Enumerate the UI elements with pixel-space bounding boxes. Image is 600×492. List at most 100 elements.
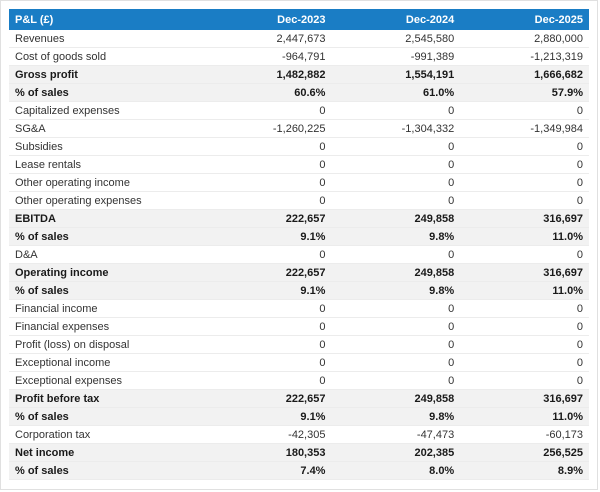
table-row: Operating income 222,657 249,858 316,697 <box>9 263 589 282</box>
pnl-table: P&L (£) Dec-2023 Dec-2024 Dec-2025 Reven… <box>9 9 589 480</box>
table-row: D&A 0 0 0 <box>9 245 589 264</box>
row-value: 57.9% <box>460 83 589 102</box>
table-row: Gross profit 1,482,882 1,554,191 1,666,682 <box>9 65 589 84</box>
row-value: 0 <box>202 371 332 390</box>
row-value: 316,697 <box>460 209 589 228</box>
table-body: Revenues 2,447,673 2,545,580 2,880,000 Cost … <box>9 30 589 480</box>
row-value: 0 <box>202 335 332 354</box>
row-value: 249,858 <box>331 209 461 228</box>
column-header-dec-2023: Dec-2023 <box>202 9 332 30</box>
row-value: -47,473 <box>331 425 461 444</box>
table-row: Financial income 0 0 0 <box>9 299 589 318</box>
table-row: Other operating expenses 0 0 0 <box>9 191 589 210</box>
row-label: Other operating income <box>9 173 203 192</box>
row-value: 7.4% <box>202 461 332 480</box>
row-value: 1,666,682 <box>460 65 589 84</box>
row-label: Financial income <box>9 299 203 318</box>
table-row: % of sales 7.4% 8.0% 8.9% <box>9 461 589 480</box>
row-value: 0 <box>202 317 332 336</box>
row-value: 222,657 <box>202 389 332 408</box>
row-value: -1,260,225 <box>202 119 332 138</box>
row-value: 0 <box>460 335 589 354</box>
row-label: Revenues <box>9 30 203 48</box>
row-value: 9.8% <box>331 407 461 426</box>
row-label: Exceptional income <box>9 353 203 372</box>
table-row: Profit before tax 222,657 249,858 316,697 <box>9 389 589 408</box>
table-row: % of sales 60.6% 61.0% 57.9% <box>9 83 589 102</box>
row-value: 316,697 <box>460 389 589 408</box>
table-row: Exceptional income 0 0 0 <box>9 353 589 372</box>
table-row: Cost of goods sold -964,791 -991,389 -1,213… <box>9 47 589 66</box>
row-value: 9.1% <box>202 281 332 300</box>
table-row: Profit (loss) on disposal 0 0 0 <box>9 335 589 354</box>
row-label: Gross profit <box>9 65 203 84</box>
row-label: % of sales <box>9 227 203 246</box>
row-value: -1,304,332 <box>331 119 461 138</box>
row-value: 8.0% <box>331 461 461 480</box>
row-value: 0 <box>460 245 589 264</box>
row-value: 0 <box>460 371 589 390</box>
row-value: 222,657 <box>202 263 332 282</box>
row-value: 8.9% <box>460 461 589 480</box>
column-header-dec-2024: Dec-2024 <box>331 9 461 30</box>
table-row: Net income 180,353 202,385 256,525 <box>9 443 589 462</box>
row-value: -60,173 <box>460 425 589 444</box>
row-value: 249,858 <box>331 263 461 282</box>
row-value: 0 <box>202 173 332 192</box>
table-row: Subsidies 0 0 0 <box>9 137 589 156</box>
row-value: 60.6% <box>202 83 332 102</box>
row-value: -964,791 <box>202 47 332 66</box>
row-value: 180,353 <box>202 443 332 462</box>
row-label: SG&A <box>9 119 203 138</box>
row-value: 0 <box>331 155 461 174</box>
row-value: 11.0% <box>460 407 589 426</box>
row-value: 0 <box>331 353 461 372</box>
row-value: 61.0% <box>331 83 461 102</box>
row-label: % of sales <box>9 281 203 300</box>
row-value: 0 <box>202 155 332 174</box>
row-value: 0 <box>331 173 461 192</box>
row-value: 202,385 <box>331 443 461 462</box>
row-value: 256,525 <box>460 443 589 462</box>
row-value: 11.0% <box>460 281 589 300</box>
row-value: -1,349,984 <box>460 119 589 138</box>
row-value: 0 <box>460 155 589 174</box>
row-value: 0 <box>331 101 461 120</box>
row-label: Financial expenses <box>9 317 203 336</box>
table-row: Financial expenses 0 0 0 <box>9 317 589 336</box>
row-value: 0 <box>460 101 589 120</box>
table-row: % of sales 9.1% 9.8% 11.0% <box>9 281 589 300</box>
row-value: 0 <box>202 299 332 318</box>
row-value: 0 <box>460 317 589 336</box>
row-value: 0 <box>202 137 332 156</box>
row-label: Operating income <box>9 263 203 282</box>
row-value: 2,880,000 <box>460 30 589 48</box>
row-value: 11.0% <box>460 227 589 246</box>
row-label: % of sales <box>9 461 203 480</box>
table-row: EBITDA 222,657 249,858 316,697 <box>9 209 589 228</box>
row-value: 0 <box>331 371 461 390</box>
row-value: 0 <box>202 101 332 120</box>
table-row: SG&A -1,260,225 -1,304,332 -1,349,984 <box>9 119 589 138</box>
row-label: % of sales <box>9 407 203 426</box>
row-value: 0 <box>331 137 461 156</box>
table-title: P&L (£) <box>9 9 203 30</box>
row-label: D&A <box>9 245 203 264</box>
row-value: 9.1% <box>202 407 332 426</box>
row-value: 0 <box>331 299 461 318</box>
row-value: 0 <box>460 353 589 372</box>
row-label: Cost of goods sold <box>9 47 203 66</box>
row-value: 249,858 <box>331 389 461 408</box>
row-value: 0 <box>331 335 461 354</box>
row-label: EBITDA <box>9 209 203 228</box>
row-value: 0 <box>202 353 332 372</box>
column-header-dec-2025: Dec-2025 <box>460 9 589 30</box>
row-label: Profit (loss) on disposal <box>9 335 203 354</box>
row-value: 9.1% <box>202 227 332 246</box>
row-value: 1,554,191 <box>331 65 461 84</box>
row-value: 9.8% <box>331 227 461 246</box>
row-value: -991,389 <box>331 47 461 66</box>
row-value: 1,482,882 <box>202 65 332 84</box>
row-value: 0 <box>460 137 589 156</box>
